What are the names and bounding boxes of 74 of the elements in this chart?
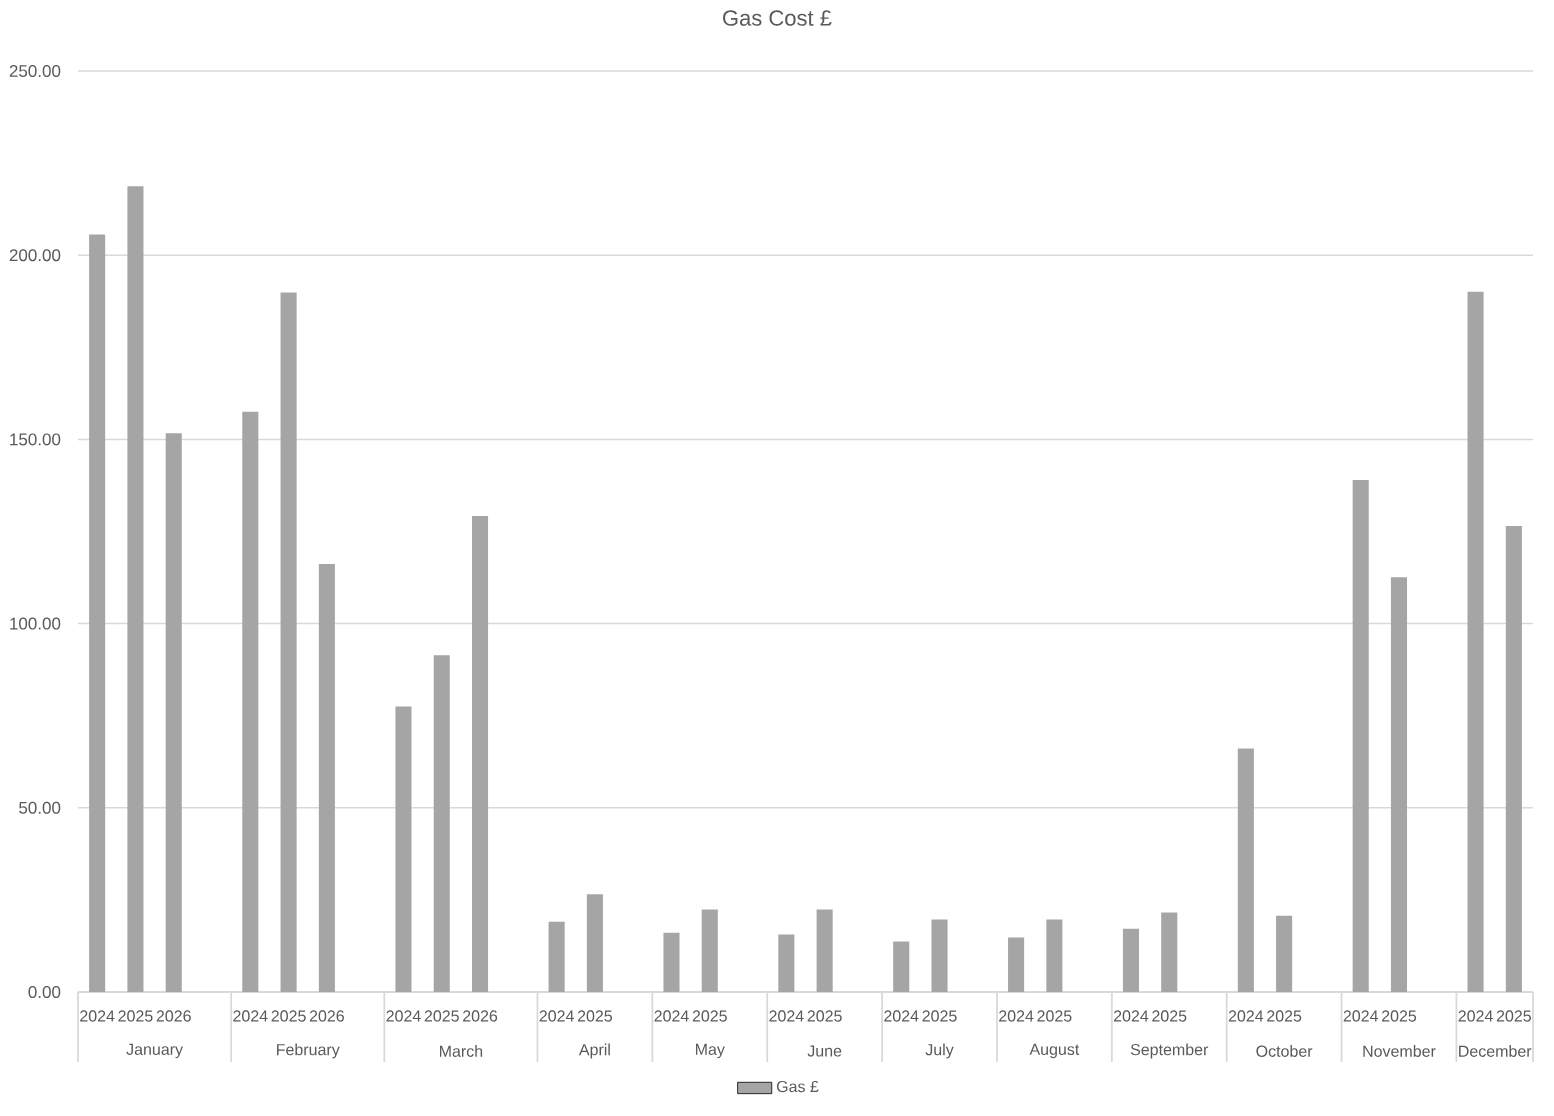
y-tick-label: 150.00 <box>10 433 61 446</box>
bar <box>165 433 182 992</box>
x-tick-label: 2026 <box>463 1010 498 1022</box>
x-tick-label: 2025 <box>1382 1010 1417 1022</box>
bar <box>1008 937 1025 992</box>
x-tick-label: 2025 <box>271 1010 306 1022</box>
bar <box>242 411 259 992</box>
bar <box>1467 291 1484 992</box>
x-tick-label: 2025 <box>1152 1010 1187 1022</box>
bar <box>893 941 910 992</box>
x-tick-label: 2024 <box>80 1010 115 1022</box>
bar <box>1390 577 1408 992</box>
text: August <box>1029 1043 1080 1059</box>
x-tick-label: 2025 <box>807 1010 842 1022</box>
x-tick-label: 2024 <box>386 1010 421 1022</box>
x-tick-label: 2024 <box>999 1010 1034 1022</box>
x-tick-label: 2025 <box>1496 1010 1531 1022</box>
bar <box>548 921 565 992</box>
bar <box>1237 748 1254 992</box>
bar <box>127 186 144 992</box>
bar <box>1505 525 1522 992</box>
bar <box>663 932 680 992</box>
y-tick-label: 250.00 <box>9 65 61 78</box>
text: April <box>578 1043 610 1059</box>
x-tick-label: 2025 <box>922 1010 957 1022</box>
text: October <box>1256 1045 1313 1057</box>
x-tick-label: 2025 <box>1267 1010 1302 1022</box>
x-tick-label: 2025 <box>692 1010 727 1022</box>
x-tick-label: 2026 <box>156 1010 191 1022</box>
bar <box>931 919 948 992</box>
bar <box>395 706 412 992</box>
text: March <box>439 1045 483 1057</box>
text: July <box>925 1043 954 1059</box>
x-tick-label: 2025 <box>118 1010 153 1022</box>
y-tick-label: 0.00 <box>28 986 61 999</box>
bar <box>586 894 603 992</box>
x-tick-label: 2024 <box>769 1010 804 1022</box>
x-tick-label: 2024 <box>1113 1010 1149 1022</box>
bar <box>701 909 718 992</box>
x-tick-label: 2024 <box>1458 1010 1493 1022</box>
y-tick-label: 50.00 <box>19 801 61 814</box>
x-tick-label: 2024 <box>1343 1010 1379 1022</box>
x-tick-label: 2024 <box>1228 1010 1264 1022</box>
bar <box>89 234 106 992</box>
bar <box>318 563 335 992</box>
bar <box>1046 919 1063 992</box>
y-tick-label: 100.00 <box>10 617 61 630</box>
x-tick-label: 2025 <box>1037 1010 1072 1022</box>
text: November <box>1363 1045 1436 1057</box>
bar <box>1276 915 1293 992</box>
text: January <box>126 1043 183 1059</box>
text: February <box>277 1043 340 1059</box>
bar <box>1161 912 1178 992</box>
legend-label: Gas £ <box>776 1080 819 1093</box>
bar <box>1352 479 1369 992</box>
bar <box>1122 928 1139 992</box>
bar <box>433 655 450 992</box>
text: May <box>695 1043 725 1059</box>
x-tick-label: 2024 <box>539 1010 574 1022</box>
text: September <box>1130 1043 1209 1059</box>
x-tick-label: 2025 <box>577 1010 613 1022</box>
x-tick-label: 2026 <box>309 1010 344 1022</box>
x-tick-label: 2025 <box>424 1010 459 1022</box>
bar <box>816 909 833 992</box>
x-tick-label: 2024 <box>233 1010 268 1022</box>
x-tick-label: 2024 <box>654 1010 689 1022</box>
bar <box>280 292 297 992</box>
text: December <box>1459 1045 1532 1057</box>
x-tick-label: 2024 <box>884 1010 919 1022</box>
bar <box>472 516 489 992</box>
bar <box>778 934 795 992</box>
chart-title: Gas Cost £ <box>723 10 832 26</box>
text: June <box>807 1045 842 1057</box>
y-tick-label: 200.00 <box>9 249 61 262</box>
